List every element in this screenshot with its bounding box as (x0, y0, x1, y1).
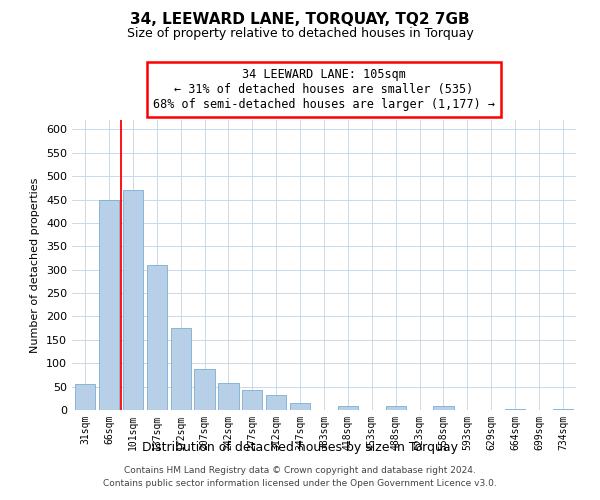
Bar (99, 200, 119, 410)
Bar (75, 384, 95, 410)
Bar (218, 384, 239, 410)
Bar (170, 328, 191, 410)
Bar (386, 406, 406, 410)
Bar (194, 369, 215, 410)
Bar (146, 265, 167, 410)
Text: Size of property relative to detached houses in Torquay: Size of property relative to detached ho… (127, 28, 473, 40)
Text: Contains HM Land Registry data © Crown copyright and database right 2024.
Contai: Contains HM Land Registry data © Crown c… (103, 466, 497, 487)
Text: 34 LEEWARD LANE: 105sqm
← 31% of detached houses are smaller (535)
68% of semi-d: 34 LEEWARD LANE: 105sqm ← 31% of detache… (153, 68, 495, 111)
Text: 34, LEEWARD LANE, TORQUAY, TQ2 7GB: 34, LEEWARD LANE, TORQUAY, TQ2 7GB (130, 12, 470, 28)
Bar (553, 409, 573, 410)
Bar (338, 406, 358, 410)
Bar (290, 403, 310, 410)
Bar (505, 409, 525, 410)
Bar (433, 406, 454, 410)
Bar (242, 390, 262, 410)
Y-axis label: Number of detached properties: Number of detached properties (31, 178, 40, 352)
Bar (123, 190, 143, 410)
Bar (266, 395, 286, 410)
Text: Distribution of detached houses by size in Torquay: Distribution of detached houses by size … (142, 441, 458, 454)
